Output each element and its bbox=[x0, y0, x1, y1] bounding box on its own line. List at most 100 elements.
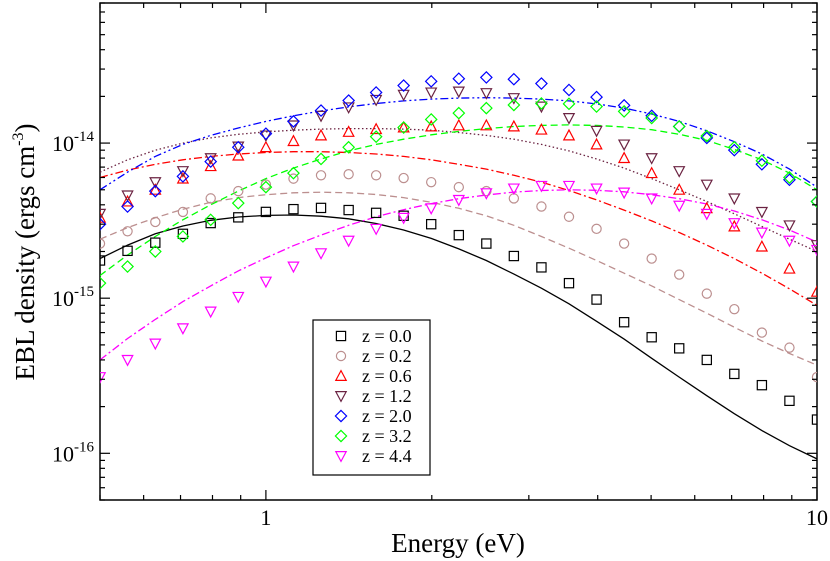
data-point-z-0-6 bbox=[100, 211, 107, 223]
data-point-z-4-4 bbox=[314, 248, 328, 260]
legend-label-z-0-2: z = 0.2 bbox=[362, 346, 412, 366]
data-point-z-0-6 bbox=[121, 194, 134, 207]
data-point-z-3-2 bbox=[148, 245, 162, 258]
data-point-z-3-2 bbox=[452, 106, 466, 120]
data-point-z-1-2 bbox=[176, 166, 190, 178]
data-point-z-3-2 bbox=[645, 111, 659, 125]
data-point-z-1-2 bbox=[100, 208, 107, 221]
data-point-z-2-0 bbox=[479, 70, 493, 84]
data-point-z-1-2 bbox=[535, 101, 548, 114]
data-point-z-0-2 bbox=[288, 173, 299, 184]
legend-label-z-4-4: z = 4.4 bbox=[362, 446, 412, 466]
x-tick-label: 1 bbox=[260, 505, 271, 530]
data-point-z-0-6 bbox=[645, 166, 658, 179]
tick-labels: 1 10 10-16 10-15 10-14 bbox=[52, 129, 828, 530]
data-point-z-3-2 bbox=[672, 120, 686, 133]
data-point-z-3-2 bbox=[534, 97, 548, 110]
data-point-z-0-0 bbox=[100, 255, 106, 266]
data-point-z-3-2 bbox=[369, 130, 383, 144]
data-point-z-2-0 bbox=[507, 72, 521, 86]
data-point-z-4-4 bbox=[287, 261, 300, 274]
data-point-z-4-4 bbox=[562, 180, 576, 193]
data-point-z-3-2 bbox=[810, 195, 817, 208]
data-point-z-1-2 bbox=[369, 94, 383, 107]
data-point-z-0-2 bbox=[536, 201, 547, 212]
data-point-z-3-2 bbox=[204, 213, 218, 227]
data-point-z-2-0 bbox=[700, 131, 714, 145]
legend-marker-z-3-2 bbox=[334, 429, 348, 443]
legend-marker-z-0-0 bbox=[335, 330, 347, 342]
data-point-z-2-0 bbox=[148, 184, 162, 198]
data-point-z-2-0 bbox=[645, 109, 659, 123]
data-point-z-2-0 bbox=[617, 98, 631, 112]
data-point-z-2-0 bbox=[204, 155, 218, 169]
data-point-z-2-0 bbox=[100, 217, 107, 231]
data-point-z-0-2 bbox=[398, 172, 409, 184]
data-point-z-1-2 bbox=[700, 179, 713, 192]
data-point-z-0-0 bbox=[563, 277, 575, 289]
data-point-z-4-4 bbox=[397, 212, 410, 225]
data-point-z-0-6 bbox=[232, 148, 245, 161]
x-axis-title: Energy (eV) bbox=[391, 528, 525, 558]
data-point-z-2-0 bbox=[314, 104, 328, 118]
data-point-z-4-4 bbox=[755, 227, 769, 240]
data-point-z-1-2 bbox=[342, 102, 355, 115]
data-point-z-3-2 bbox=[121, 260, 134, 273]
data-point-z-1-2 bbox=[590, 125, 603, 138]
data-point-z-0-6 bbox=[149, 183, 162, 195]
data-point-z-3-2 bbox=[590, 100, 604, 113]
data-point-z-4-4 bbox=[645, 193, 658, 206]
data-point-z-3-2 bbox=[397, 121, 411, 134]
data-point-z-0-0 bbox=[177, 228, 189, 240]
data-point-z-3-2 bbox=[259, 180, 273, 194]
data-point-z-0-2 bbox=[205, 193, 216, 204]
model-curve-z-3-2 bbox=[100, 124, 817, 277]
data-point-z-2-0 bbox=[590, 90, 604, 104]
y-tick-label: 10-14 bbox=[52, 129, 94, 156]
legend-label-z-3-2: z = 3.2 bbox=[362, 426, 412, 446]
data-point-z-4-4 bbox=[342, 235, 355, 248]
data-point-z-0-2 bbox=[150, 216, 161, 228]
data-point-z-0-6 bbox=[259, 140, 273, 153]
data-point-z-4-4 bbox=[452, 194, 466, 207]
legend-marker-z-0-6 bbox=[334, 369, 348, 381]
data-point-z-0-0 bbox=[260, 206, 272, 218]
data-point-z-0-6 bbox=[535, 123, 548, 135]
data-point-z-0-6 bbox=[176, 171, 190, 184]
data-point-z-0-6 bbox=[480, 118, 493, 131]
data-point-z-0-2 bbox=[701, 288, 712, 299]
legend-label-z-0-0: z = 0.0 bbox=[362, 326, 412, 346]
data-point-z-4-4 bbox=[480, 188, 493, 200]
data-point-z-0-2 bbox=[591, 223, 602, 235]
data-point-z-0-0 bbox=[646, 332, 657, 343]
data-point-z-3-2 bbox=[755, 154, 769, 168]
data-point-z-4-4 bbox=[810, 244, 817, 257]
data-point-z-2-0 bbox=[176, 169, 190, 183]
data-point-z-0-2 bbox=[177, 206, 189, 218]
legend-label-z-0-6: z = 0.6 bbox=[362, 366, 412, 386]
data-point-z-0-0 bbox=[701, 354, 712, 366]
data-point-z-0-6 bbox=[617, 151, 631, 164]
data-point-z-0-0 bbox=[618, 317, 630, 328]
legend-marker-z-4-4 bbox=[334, 451, 348, 463]
data-point-z-0-2 bbox=[674, 269, 685, 280]
data-point-z-4-4 bbox=[673, 200, 686, 213]
data-point-z-0-0 bbox=[150, 237, 161, 248]
data-point-z-1-2 bbox=[121, 190, 134, 203]
data-point-z-0-0 bbox=[370, 207, 382, 219]
data-point-z-0-0 bbox=[425, 218, 437, 230]
data-point-z-0-2 bbox=[315, 170, 327, 181]
data-point-z-0-6 bbox=[755, 239, 769, 252]
data-point-z-2-0 bbox=[562, 83, 576, 97]
model-curves bbox=[100, 97, 817, 460]
data-point-z-2-0 bbox=[424, 74, 438, 88]
data-point-z-1-2 bbox=[149, 177, 162, 189]
data-point-z-2-0 bbox=[672, 120, 686, 133]
data-point-z-2-0 bbox=[452, 72, 466, 86]
data-point-z-0-0 bbox=[233, 212, 244, 223]
model-curve-z-2-0 bbox=[100, 97, 817, 191]
x-tick-label: 10 bbox=[806, 505, 828, 530]
data-point-z-0-6 bbox=[204, 159, 217, 172]
data-point-z-0-0 bbox=[315, 202, 327, 214]
